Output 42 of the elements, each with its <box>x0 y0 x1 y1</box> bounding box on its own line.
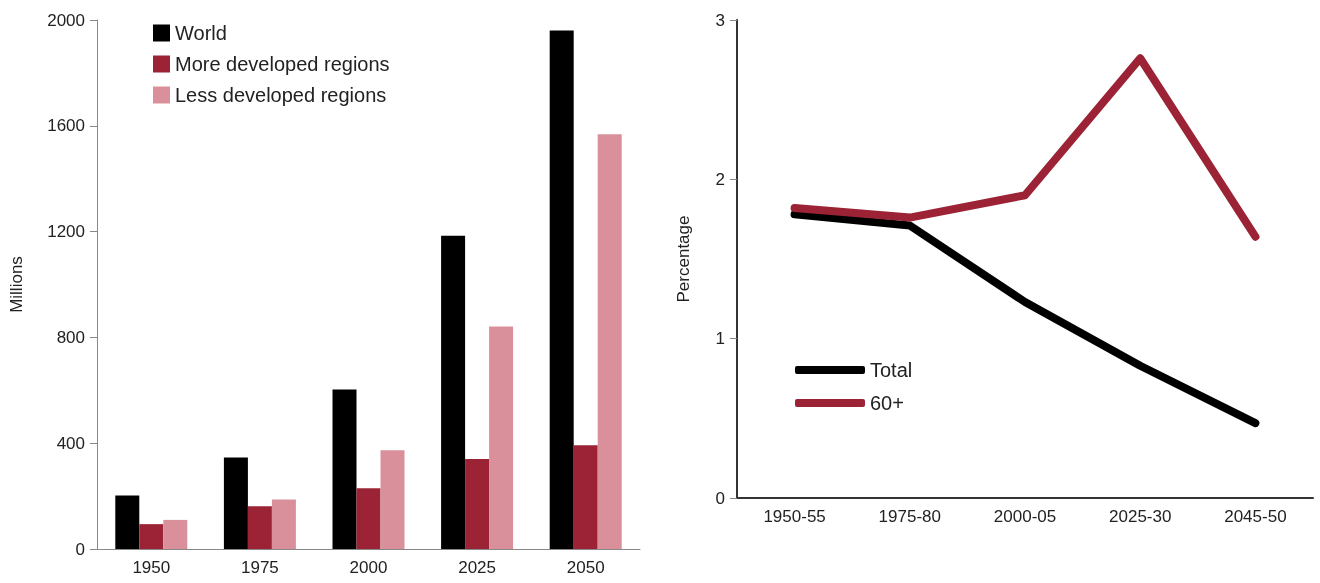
y-tick-label: 1200 <box>47 222 85 242</box>
x-tick-label: 2050 <box>566 558 605 577</box>
x-tick-label: 1975 <box>240 558 279 577</box>
legend-label: More developed regions <box>175 53 390 75</box>
x-tick-label: 2025-30 <box>1109 507 1172 526</box>
bar <box>332 389 357 549</box>
bar <box>549 30 574 549</box>
bar <box>247 506 272 549</box>
bar <box>223 457 248 549</box>
bar <box>139 524 164 549</box>
bar <box>356 488 381 549</box>
bar <box>465 459 490 549</box>
y-axis-title: Millions <box>7 256 26 313</box>
legend-label: World <box>175 22 227 44</box>
y-tick-label: 1600 <box>47 116 85 136</box>
legend-label: Total <box>870 359 913 381</box>
y-tick-label: 1 <box>715 329 725 349</box>
y-tick-label: 0 <box>75 539 85 559</box>
x-tick-label: 2000-05 <box>993 507 1057 526</box>
bar <box>441 235 466 549</box>
y-tick-label: 0 <box>715 488 725 508</box>
x-tick-label: 2025 <box>458 558 497 577</box>
y-axis-title: Percentage <box>674 215 693 303</box>
bar <box>573 445 598 549</box>
bar <box>489 326 514 549</box>
x-tick-label: 2000 <box>349 558 388 577</box>
bar <box>380 450 405 549</box>
legend-label: Less developed regions <box>175 84 387 106</box>
y-tick-label: 2 <box>715 169 725 189</box>
y-tick-label: 2000 <box>47 10 85 30</box>
bar <box>115 495 140 549</box>
x-tick-label: 1975-80 <box>878 507 941 526</box>
bar <box>597 134 622 549</box>
bar <box>163 519 188 549</box>
x-tick-label: 1950 <box>132 558 171 577</box>
x-tick-label: 2045-50 <box>1224 507 1287 526</box>
y-tick-label: 400 <box>56 433 85 453</box>
bar <box>271 499 296 549</box>
y-tick-label: 3 <box>715 10 725 30</box>
x-tick-label: 1950-55 <box>763 507 826 526</box>
legend-label: 60+ <box>870 392 904 414</box>
y-tick-label: 800 <box>56 327 85 347</box>
